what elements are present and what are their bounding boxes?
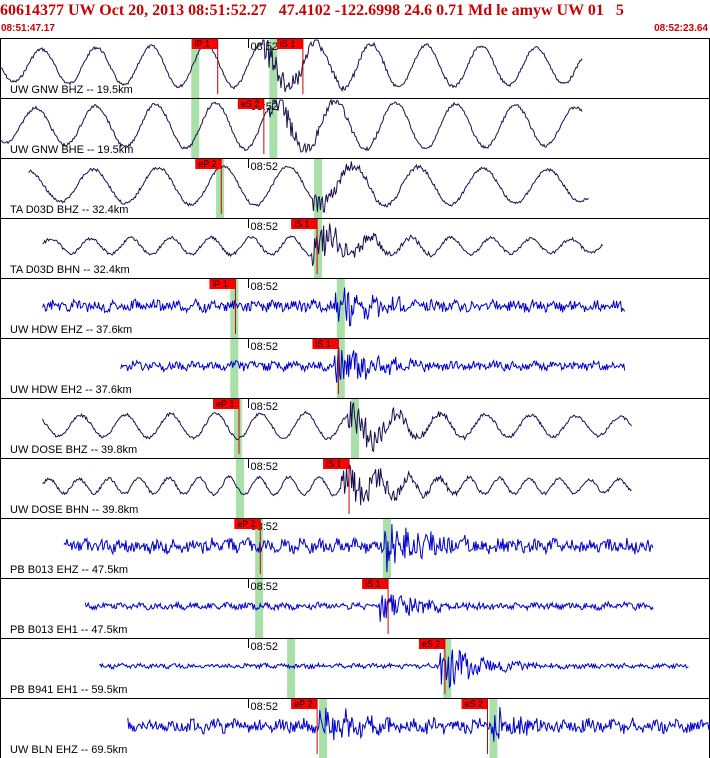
pick-label: eS 2 <box>241 99 260 109</box>
channel-label: UW BLN EHZ -- 69.5km <box>10 744 127 756</box>
pick-label: iS 1 <box>365 579 381 589</box>
pick-marker[interactable] <box>237 99 264 109</box>
window-band <box>216 159 225 218</box>
pick-marker[interactable] <box>276 39 303 49</box>
channel-label: PB B013 EH1 -- 47.5km <box>10 624 127 636</box>
channel-label: PB B941 EH1 -- 59.5km <box>10 684 127 696</box>
pick-label: iS 1 <box>315 339 331 349</box>
pick-label: iS 1 <box>280 39 296 49</box>
minute-label: 08:52 <box>251 41 279 53</box>
pick-marker[interactable] <box>418 639 445 649</box>
seismic-trace <box>28 161 589 213</box>
pick-label: iP 1 <box>212 279 227 289</box>
minute-label: 08:52 <box>251 221 279 233</box>
pick-label: eS 2 <box>422 639 441 649</box>
window-band <box>287 639 296 698</box>
pick-marker[interactable] <box>213 399 239 409</box>
window-band <box>230 279 239 338</box>
pick-marker[interactable] <box>362 579 389 589</box>
pick-marker[interactable] <box>195 159 222 169</box>
pick-marker[interactable] <box>291 699 318 709</box>
pick-marker[interactable] <box>323 459 350 469</box>
window-band <box>269 99 278 158</box>
event-title: 60614377 UW Oct 20, 2013 08:51:52.27 47.… <box>0 0 710 22</box>
window-band <box>191 39 200 98</box>
channel-label: UW GNW BHE -- 19.5km <box>10 144 133 156</box>
seismic-trace <box>127 707 710 742</box>
window-band <box>489 699 498 758</box>
pick-marker[interactable] <box>312 339 339 349</box>
channel-label: TA D03D BHN -- 32.4km <box>10 264 130 276</box>
minute-label: 08:52 <box>251 161 279 173</box>
pick-label: eP 2 <box>198 159 216 169</box>
minute-label: 08:52 <box>251 341 279 353</box>
pick-marker[interactable] <box>209 279 236 289</box>
pick-marker[interactable] <box>291 219 318 229</box>
pick-label: iS 1 <box>294 219 310 229</box>
seismic-trace <box>99 649 689 689</box>
channel-label: UW HDW EHZ -- 37.6km <box>10 324 132 336</box>
seismic-trace <box>42 464 632 506</box>
seismic-trace <box>42 223 603 267</box>
channel-label: UW DOSE BHN -- 39.8km <box>10 504 138 516</box>
pick-label: eS 2 <box>465 699 484 709</box>
pick-marker[interactable] <box>461 699 488 709</box>
pick-marker[interactable] <box>234 519 261 529</box>
pick-label: eP 1 <box>216 399 234 409</box>
seismic-trace <box>42 401 632 453</box>
pick-label: iS 1 <box>326 459 342 469</box>
minute-label: 08:52 <box>251 281 279 293</box>
seismic-trace <box>63 523 654 573</box>
window-band <box>191 99 200 158</box>
start-time-label: 08:51:47.17 <box>1 23 55 34</box>
channel-label: PB B013 EHZ -- 47.5km <box>10 564 128 576</box>
pick-marker[interactable] <box>191 39 218 49</box>
seismic-trace <box>0 98 583 154</box>
window-band <box>382 519 391 578</box>
pick-label: iP 1 <box>195 39 210 49</box>
window-band <box>336 279 345 338</box>
minute-label: 08:52 <box>251 701 279 713</box>
seismic-trace <box>42 287 626 327</box>
channel-label: UW DOSE BHZ -- 39.8km <box>10 444 137 456</box>
channel-label: UW GNW BHZ -- 19.5km <box>10 84 133 96</box>
minute-label: 08:52 <box>251 641 279 653</box>
window-band <box>351 399 359 458</box>
minute-label: 08:52 <box>251 581 279 593</box>
pick-label: eP 2 <box>294 699 312 709</box>
minute-label: 08:52 <box>251 401 279 413</box>
pick-label: eP 2 <box>237 519 255 529</box>
seismic-trace <box>120 347 626 383</box>
minute-label: 08:52 <box>251 461 279 473</box>
window-band <box>235 459 244 518</box>
seismic-trace <box>84 594 654 622</box>
window-band <box>230 339 239 398</box>
seismic-trace <box>0 39 583 93</box>
window-band <box>233 399 242 458</box>
channel-label: UW HDW EH2 -- 37.6km <box>10 384 132 396</box>
window-band <box>314 159 323 218</box>
channel-label: TA D03D BHZ -- 32.4km <box>10 204 128 216</box>
end-time-label: 08:52:23.64 <box>654 23 708 34</box>
